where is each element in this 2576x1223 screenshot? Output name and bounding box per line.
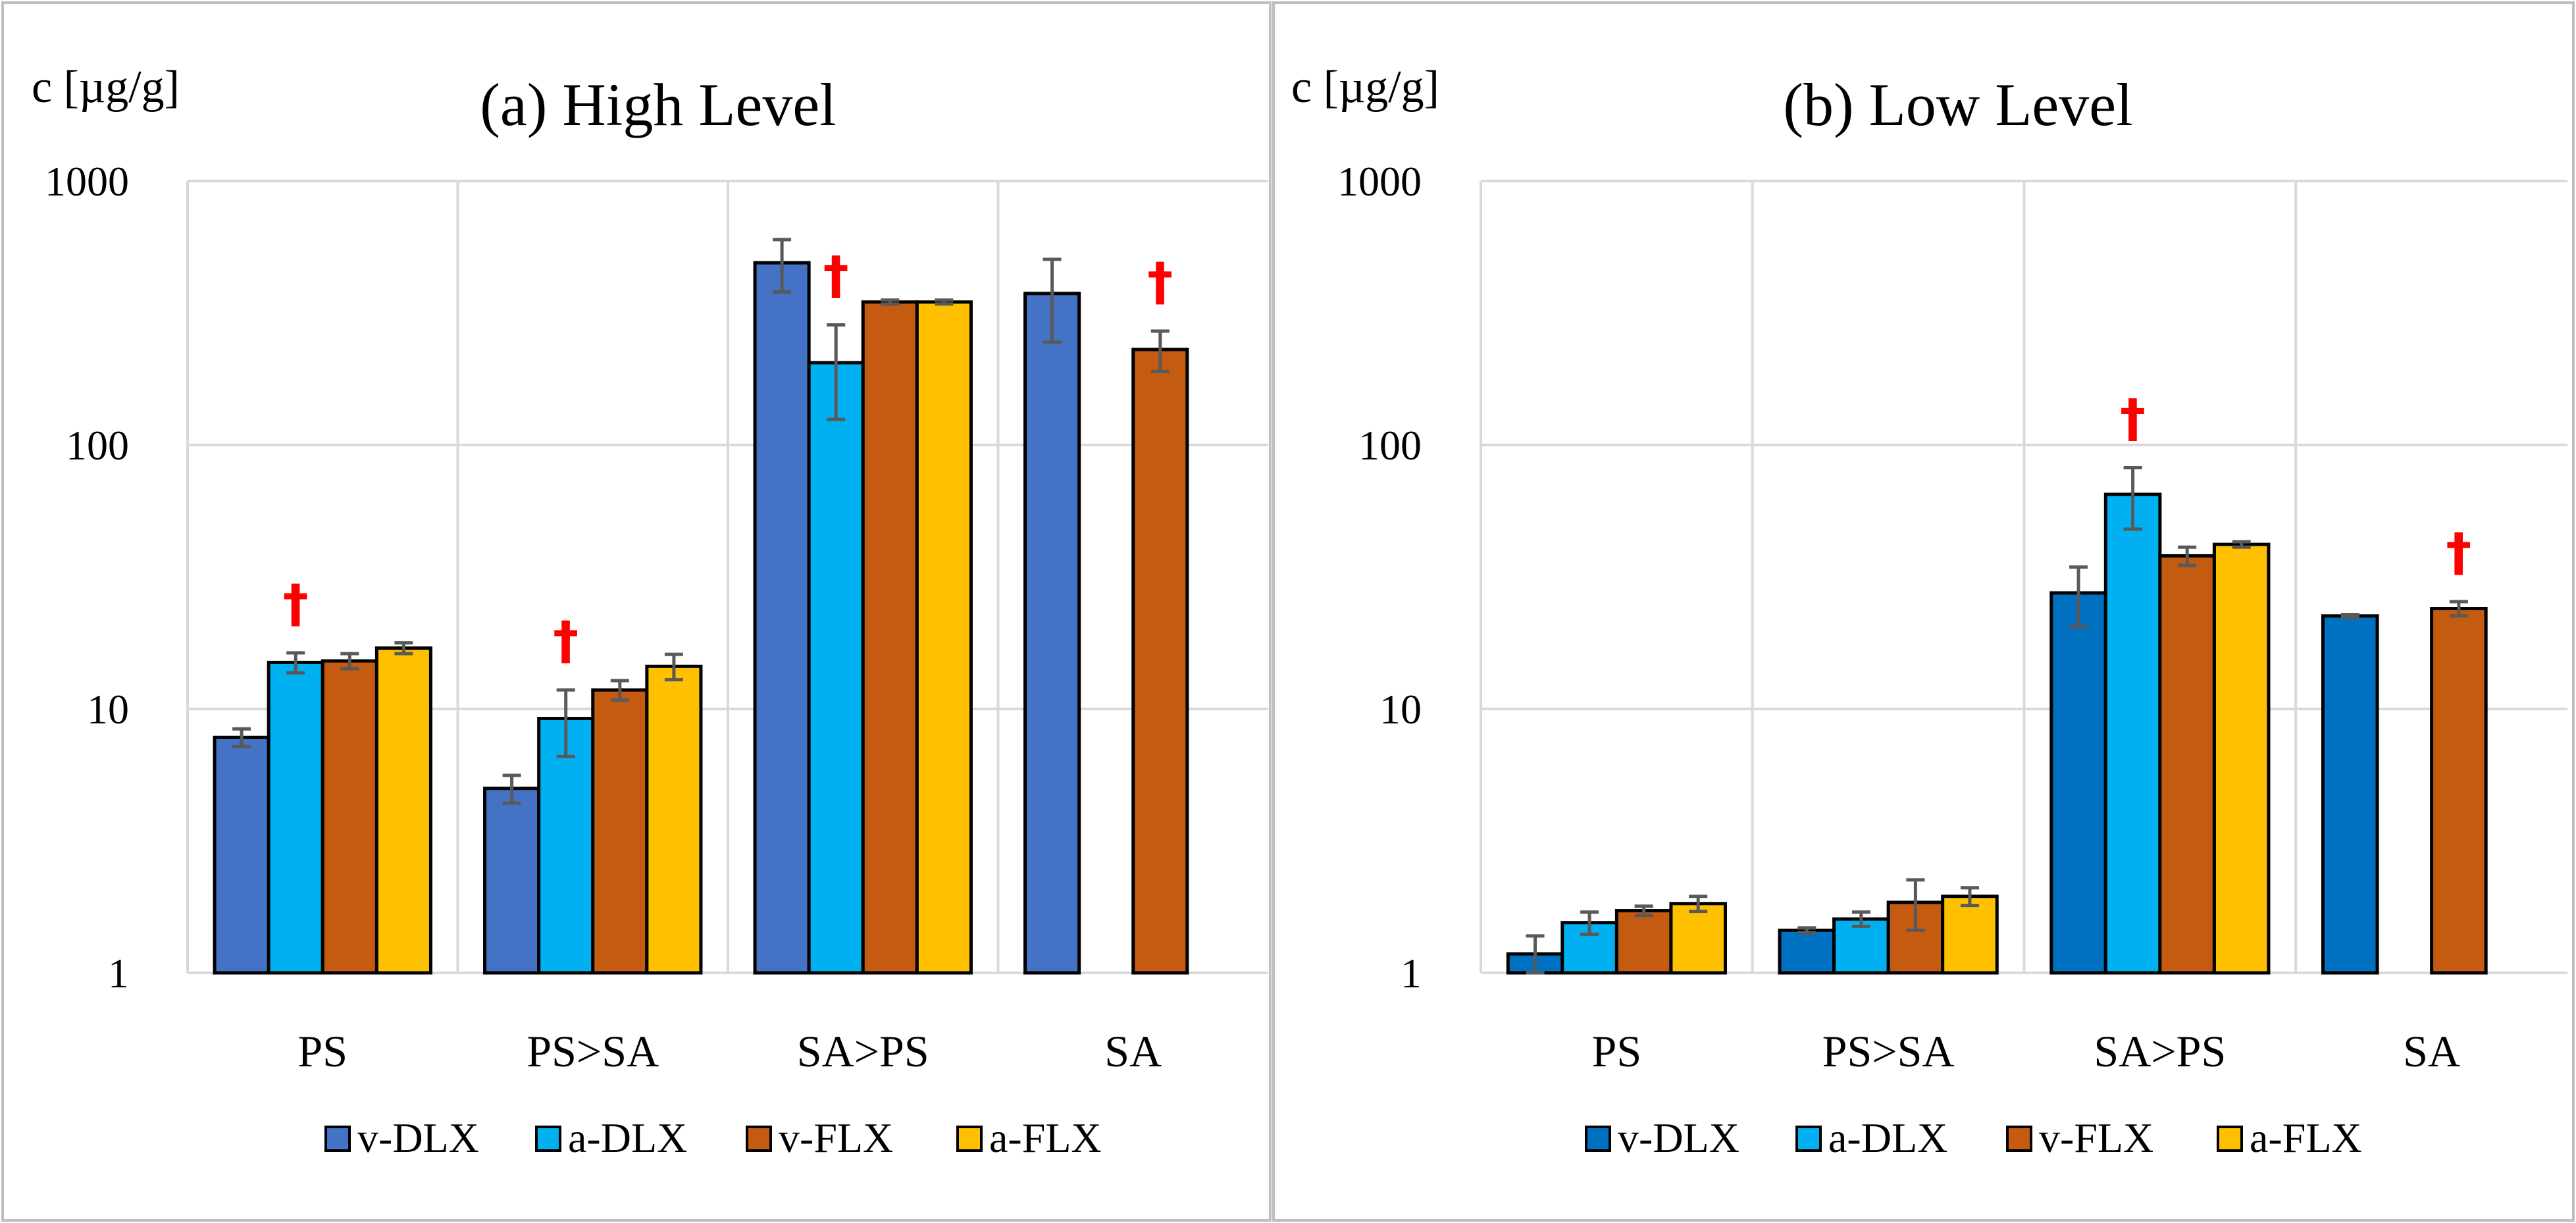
y-tick-label: 100 xyxy=(66,422,129,469)
bar-v-FLX-PS xyxy=(1614,909,1673,975)
legend-swatch xyxy=(2217,1126,2243,1152)
bar-a-DLX-SA>PS xyxy=(2103,492,2162,975)
legend: v-DLX a-DLX v-FLX a-FLX xyxy=(324,1114,1102,1161)
legend-swatch xyxy=(746,1126,772,1152)
x-tick-label: PS>SA xyxy=(527,1026,659,1076)
bar-v-DLX-PS xyxy=(213,735,270,975)
legend-label: v-FLX xyxy=(2039,1114,2153,1161)
bar-a-DLX-PS xyxy=(267,660,324,975)
panel-border xyxy=(1272,1,2575,1222)
dagger-annotation: † xyxy=(553,612,579,671)
legend: v-DLX a-DLX v-FLX a-FLX xyxy=(1585,1114,2362,1161)
dagger-annotation: † xyxy=(1147,253,1173,312)
bar-v-FLX-PS>SA xyxy=(591,688,649,975)
x-tick-label: PS xyxy=(297,1026,348,1076)
legend-label: v-DLX xyxy=(1618,1114,1739,1161)
y-tick-labels: 1 10 100 1000 xyxy=(1337,158,1422,997)
bar-a-FLX-SA>PS xyxy=(2212,542,2271,975)
y-tick-label: 1000 xyxy=(1337,158,1422,205)
x-tick-label: PS>SA xyxy=(1822,1026,1955,1076)
y-tick-label: 10 xyxy=(87,686,129,733)
x-tick-label: SA xyxy=(1104,1026,1162,1076)
y-tick-label: 1 xyxy=(108,950,129,997)
bar-v-FLX-SA xyxy=(2430,607,2488,975)
x-tick-labels: PS PS>SA SA>PS SA xyxy=(1592,1026,2461,1076)
x-tick-label: SA>PS xyxy=(2094,1026,2226,1076)
legend-swatch xyxy=(535,1126,561,1152)
bar-v-DLX-SA xyxy=(1023,292,1081,975)
legend-label: a-FLX xyxy=(989,1114,1102,1161)
y-tick-label: 100 xyxy=(1358,422,1422,469)
annotations: † † † † xyxy=(283,247,1173,671)
y-axis-title: c [µg/g] xyxy=(1291,62,1439,113)
x-tick-labels: PS PS>SA SA>PS SA xyxy=(297,1026,1162,1076)
legend-swatch xyxy=(1585,1126,1611,1152)
dagger-annotation: † xyxy=(2120,390,2146,449)
bar-v-DLX-SA>PS xyxy=(753,261,811,975)
legend-label: v-FLX xyxy=(779,1114,893,1161)
chart-title: (b) Low Level xyxy=(1783,71,2132,138)
bar-a-FLX-PS xyxy=(374,646,432,975)
bar-a-FLX-PS>SA xyxy=(1941,895,1999,975)
x-tick-label: PS xyxy=(1592,1026,1642,1076)
dagger-annotation: † xyxy=(283,575,309,634)
y-tick-label: 1000 xyxy=(45,158,129,205)
panel-low-level: c [µg/g] (b) Low Level 1 10 100 1000 PS PS>S… xyxy=(1272,1,2575,1222)
legend-label: a-DLX xyxy=(568,1114,687,1161)
legend-label: a-DLX xyxy=(1828,1114,1947,1161)
x-tick-label: SA>PS xyxy=(797,1026,929,1076)
x-tick-label: SA xyxy=(2403,1026,2460,1076)
bar-a-DLX-SA>PS xyxy=(807,361,865,975)
dagger-annotation: † xyxy=(2446,523,2471,583)
annotations: †† xyxy=(2120,390,2471,583)
bar-v-FLX-SA>PS xyxy=(861,300,919,975)
error-bars xyxy=(1526,466,2468,975)
y-tick-label: 10 xyxy=(1379,686,1422,733)
bar-v-FLX-SA>PS xyxy=(2158,554,2216,975)
bar-v-DLX-PS>SA xyxy=(483,787,541,975)
bars xyxy=(213,261,1189,975)
panel-high-level: c [µg/g] (a) High Level 1 10 100 1000 PS PS>… xyxy=(1,1,1272,1222)
bar-v-DLX-PS>SA xyxy=(1778,928,1836,975)
error-bars xyxy=(232,238,1170,805)
legend-swatch xyxy=(324,1126,351,1152)
legend-swatch xyxy=(1795,1126,1822,1152)
y-tick-label: 1 xyxy=(1401,950,1422,997)
bar-v-DLX-SA xyxy=(2321,614,2379,975)
bar-v-FLX-PS xyxy=(321,659,378,975)
legend-label: v-DLX xyxy=(357,1114,479,1161)
bar-a-FLX-PS xyxy=(1669,902,1727,975)
bar-a-FLX-SA>PS xyxy=(915,300,973,975)
chart-title: (a) High Level xyxy=(480,71,837,138)
legend-swatch xyxy=(2006,1126,2032,1152)
bar-v-DLX-SA>PS xyxy=(2049,591,2107,975)
y-axis-title: c [µg/g] xyxy=(32,62,180,113)
y-tick-labels: 1 10 100 1000 xyxy=(45,158,129,997)
bar-a-FLX-PS>SA xyxy=(645,664,703,975)
legend-label: a-FLX xyxy=(2250,1114,2362,1161)
dagger-annotation: † xyxy=(823,247,849,306)
bar-v-FLX-SA xyxy=(1131,348,1189,975)
legend-swatch xyxy=(956,1126,983,1152)
